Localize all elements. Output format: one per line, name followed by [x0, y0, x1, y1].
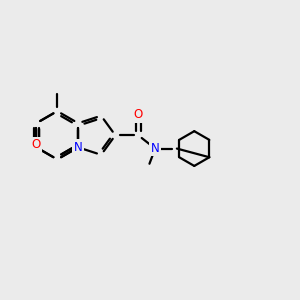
Text: N: N	[74, 141, 82, 154]
Text: O: O	[134, 108, 143, 121]
Text: O: O	[32, 138, 41, 152]
Text: N: N	[74, 141, 82, 154]
Text: N: N	[151, 142, 160, 155]
Text: N: N	[74, 141, 82, 154]
